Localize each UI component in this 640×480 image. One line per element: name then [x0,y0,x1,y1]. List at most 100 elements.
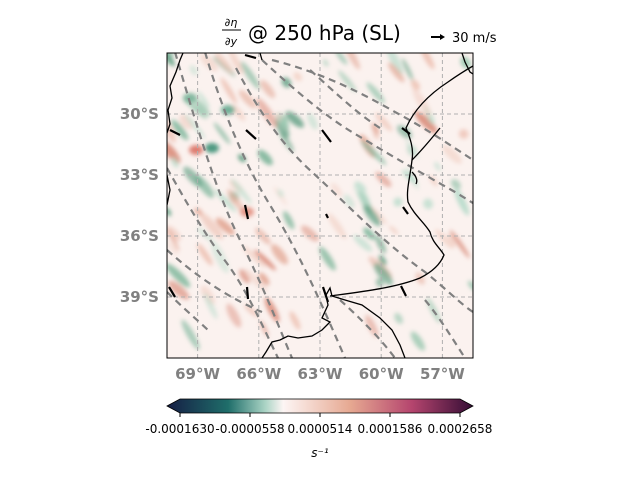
field-streak [410,79,420,91]
latitude-labels: 30°S 33°S 36°S 39°S [120,105,159,306]
field-streak [365,314,379,338]
wind-arrow [321,129,332,143]
country-border [167,53,184,136]
coastline [461,53,473,75]
field-streak [200,53,218,72]
wind-arrow [402,206,409,215]
field-streak [197,227,214,242]
lon-tick-label: 57°W [420,365,465,383]
plot-title: ∂η ∂y @ 250 hPa (SL) [222,16,401,48]
coastline [411,171,418,185]
vorticity-gradient-field [167,53,473,351]
lon-tick-label: 69°W [175,365,220,383]
field-streak [277,189,284,198]
field-streak [366,82,385,104]
field-streak [196,243,213,266]
field-streak [374,112,393,132]
field-streak [363,227,376,240]
field-streak [319,246,336,271]
coastline [329,65,473,297]
field-streak [393,197,403,207]
field-streak [242,245,267,268]
field-streak [232,105,246,121]
coastline [259,53,263,61]
wind-arrow [245,286,250,300]
coastline [261,286,406,358]
field-streak [434,161,441,171]
field-streak [171,157,179,168]
field-streak [244,304,259,318]
field-streak [203,292,218,320]
field-streak [301,225,319,242]
colorbar: -0.0001630 -0.0000558 0.0000514 0.0001586 0.… [145,398,492,460]
wind-arrow [243,204,250,220]
field-streak [167,263,191,288]
field-streak [227,188,244,212]
colorbar-unit-label: s⁻¹ [311,446,329,460]
wind-arrow [400,285,407,297]
contour-line [167,167,279,358]
lat-tick-label: 36°S [120,227,159,245]
field-streak [168,280,190,300]
field-streak [271,244,288,265]
field-streak [283,211,295,230]
title-text: @ 250 hPa (SL) [248,21,401,45]
field-streak [257,149,273,166]
wind-arrow [325,213,329,219]
map-panel: 30°S 33°S 36°S 39°S 69°W 66°W 63°W 60°W 57°W [120,52,474,383]
field-streak [258,272,270,286]
field-streak [394,312,403,324]
colorbar-tick-label: 0.0002658 [428,422,493,436]
wind-arrow [401,127,411,135]
lat-tick-label: 39°S [120,288,159,306]
field-streak [401,58,414,81]
field-streak [289,311,301,330]
field-streak [327,213,347,240]
field-streak [167,228,180,252]
field-streak [210,240,229,274]
quiver-key: 30 m/s [431,31,497,46]
field-streak [449,230,470,259]
field-core [189,145,203,155]
colorbar-tick-label: -0.0000558 [215,422,284,436]
field-streak [454,187,470,216]
country-border [167,174,171,206]
field-core [205,143,219,153]
field-streak [231,178,252,204]
field-streak [200,285,216,305]
longitude-labels: 69°W 66°W 63°W 60°W 57°W [175,365,465,383]
field-streak [371,122,380,135]
field-streak [335,53,348,65]
field-streak [274,112,283,122]
field-streak [307,113,318,130]
colorbar-gradient [166,398,474,414]
field-streak [420,53,435,70]
field-streak [293,72,303,82]
field-streak [410,331,426,351]
colorbar-tick-label: 0.0000514 [288,422,353,436]
field-streak [243,268,268,292]
field-streak [197,91,210,109]
field-streak [184,113,206,139]
field-streak [215,217,235,236]
contour-line [174,53,294,358]
field-streak [213,122,231,145]
colorbar-tick-label: 0.0001586 [358,422,423,436]
colorbar-ticks: -0.0001630 -0.0000558 0.0000514 0.0001586 0.… [145,413,492,436]
lon-tick-label: 66°W [236,365,281,383]
field-streak [386,53,404,75]
contour-line [235,67,473,313]
field-streak [226,303,242,328]
wind-arrow [168,286,176,298]
field-streak [375,171,392,188]
map-gridlines [167,53,473,358]
field-streak [467,280,473,291]
field-core [183,93,197,103]
field-streak [372,132,380,140]
map-frame [166,52,474,359]
field-streak [442,144,462,164]
field-streak [238,90,257,109]
field-streak [260,80,276,99]
field-streak [220,77,237,104]
field-streak [227,53,244,75]
